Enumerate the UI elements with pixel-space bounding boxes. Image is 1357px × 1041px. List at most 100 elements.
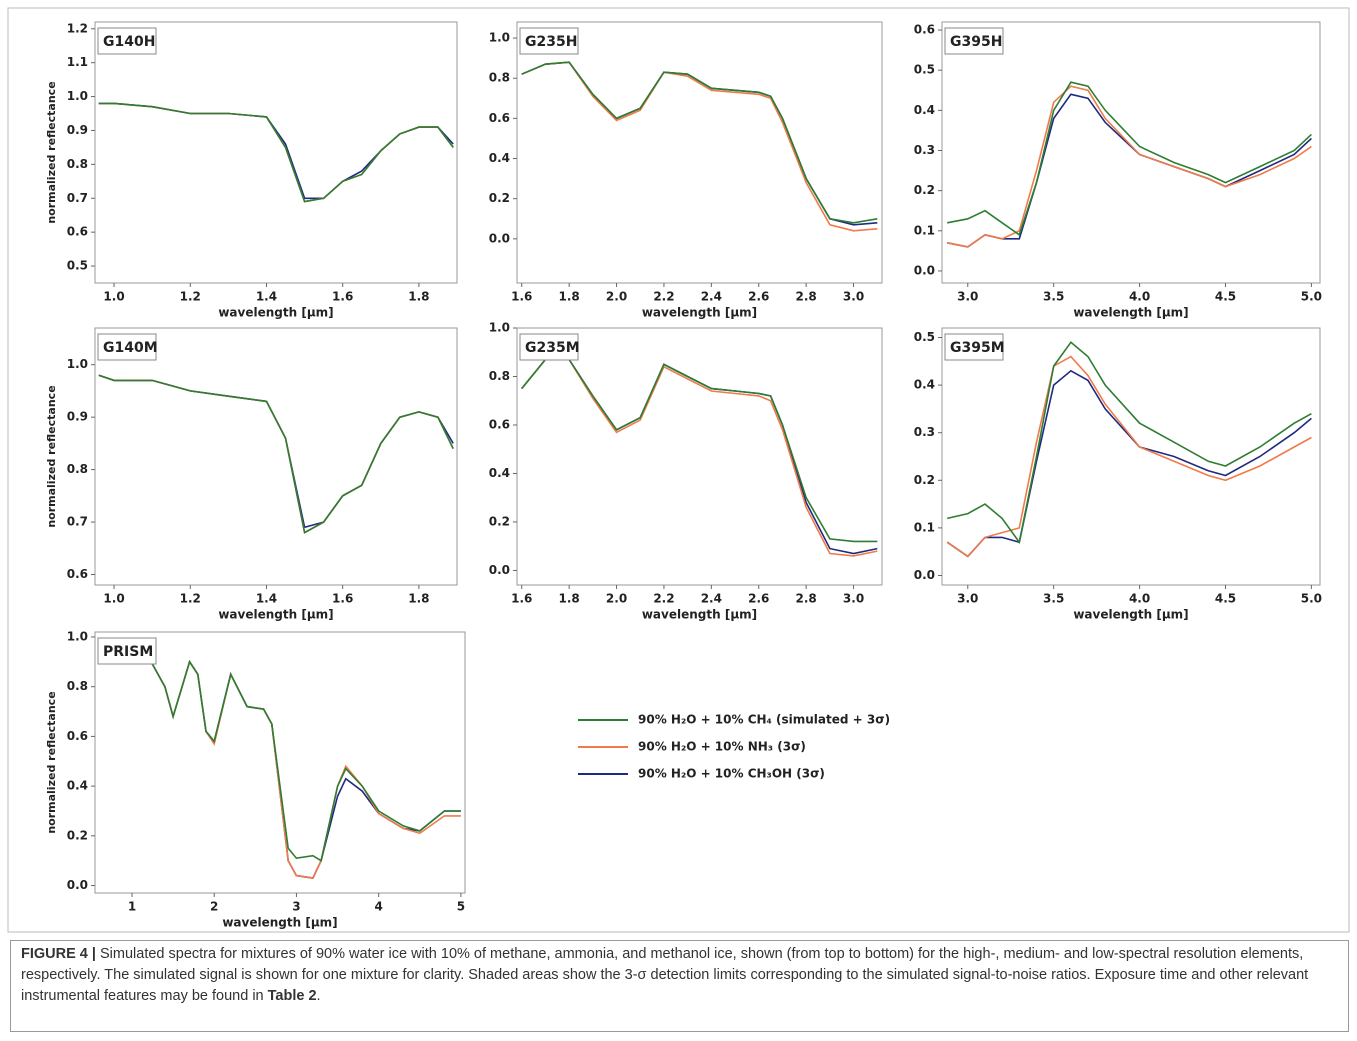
x-tick-label: 2.6 [748, 592, 769, 606]
panel-title: G235H [525, 34, 577, 50]
x-tick-label: 2.2 [653, 592, 674, 606]
plot-frame [94, 21, 458, 284]
panel-title: G395M [950, 340, 1005, 356]
y-tick-label: 0.4 [489, 151, 510, 165]
x-tick-label: 3.0 [843, 290, 864, 304]
y-tick-label: 0.4 [914, 103, 935, 117]
y-tick-label: 0.6 [914, 23, 935, 37]
x-tick-label: 1.6 [332, 592, 353, 606]
caption-ref: Table 2 [267, 988, 317, 1004]
y-tick-label: 0.0 [67, 878, 88, 892]
plot-frame [941, 327, 1321, 586]
panel-title: G395H [950, 34, 1002, 50]
x-tick-label: 1.4 [256, 592, 277, 606]
y-tick-label: 1.0 [67, 357, 88, 371]
y-tick-label: 0.1 [914, 223, 935, 237]
x-tick-label: 5 [457, 900, 465, 914]
y-tick-label: 0.8 [67, 679, 88, 693]
y-tick-label: 1.0 [489, 31, 510, 45]
x-tick-label: 3.0 [843, 592, 864, 606]
x-tick-label: 1.6 [511, 290, 532, 304]
y-tick-label: 0.6 [67, 729, 88, 743]
series-line [98, 643, 461, 862]
plot-lines [98, 374, 454, 534]
x-axis-label: wavelength [μm] [1073, 608, 1188, 622]
y-tick-label: 1.0 [67, 89, 88, 103]
panel-title: G140M [103, 340, 158, 356]
title-box [519, 333, 579, 361]
x-tick-label: 4.0 [1129, 290, 1150, 304]
x-tick-label: 5.0 [1301, 290, 1322, 304]
y-tick-label: 1.2 [67, 21, 88, 35]
y-tick-label: 0.3 [914, 143, 935, 157]
y-tick-label: 0.2 [914, 183, 935, 197]
x-tick-label: 3.0 [957, 290, 978, 304]
y-tick-label: 0.7 [67, 515, 88, 529]
caption-label: FIGURE 4 | [21, 946, 96, 962]
y-tick-label: 0.9 [67, 123, 88, 137]
x-tick-label: 4.5 [1215, 290, 1236, 304]
series-line [521, 61, 878, 224]
y-tick-label: 0.0 [489, 231, 510, 245]
plot-lines [98, 643, 461, 879]
y-tick-label: 0.5 [914, 330, 935, 344]
y-tick-label: 0.2 [67, 828, 88, 842]
y-tick-label: 1.0 [67, 629, 88, 643]
title-box [519, 27, 579, 55]
x-axis-label: wavelength [μm] [642, 306, 757, 320]
x-tick-label: 2.0 [606, 592, 627, 606]
x-tick-label: 2.4 [701, 290, 722, 304]
x-tick-label: 2.6 [748, 290, 769, 304]
y-tick-label: 0.9 [67, 410, 88, 424]
caption-end: . [316, 988, 321, 1004]
x-tick-label: 5.0 [1301, 592, 1322, 606]
x-axis-label: wavelength [μm] [642, 608, 757, 622]
figure-frame [7, 7, 1350, 933]
y-axis-label: normalized reflectance [45, 691, 58, 833]
series-line [947, 341, 1312, 545]
x-tick-label: 3.5 [1043, 290, 1064, 304]
y-tick-label: 1.0 [489, 321, 510, 335]
y-tick-label: 0.5 [67, 259, 88, 273]
y-tick-label: 0.2 [489, 514, 510, 528]
legend-label: 90% H₂O + 10% CH₄ (simulated + 3σ) [638, 713, 890, 727]
series-line [947, 81, 1312, 237]
title-box [97, 333, 157, 361]
x-tick-label: 1.8 [408, 592, 429, 606]
legend-label: 90% H₂O + 10% NH₃ (3σ) [638, 740, 806, 754]
series-line [946, 369, 1312, 558]
x-tick-label: 2.0 [606, 290, 627, 304]
plot-frame [94, 327, 458, 586]
y-tick-label: 0.4 [914, 378, 935, 392]
y-tick-label: 0.5 [914, 63, 935, 77]
x-tick-label: 1.6 [511, 592, 532, 606]
y-tick-label: 0.4 [489, 466, 510, 480]
panel-title: PRISM [103, 644, 153, 660]
plot-lines [98, 102, 454, 203]
y-tick-label: 0.6 [67, 567, 88, 581]
y-tick-label: 0.8 [67, 462, 88, 476]
plot-frame [516, 21, 883, 284]
panel-title: G140H [103, 34, 155, 50]
panel-title: G235M [525, 340, 580, 356]
x-tick-label: 2.8 [796, 290, 817, 304]
y-axis-label: normalized reflectance [45, 81, 58, 223]
x-tick-label: 1.2 [180, 592, 201, 606]
x-axis-label: wavelength [μm] [222, 916, 337, 930]
x-tick-label: 1.8 [408, 290, 429, 304]
plot-lines [946, 341, 1312, 558]
x-axis-label: wavelength [μm] [218, 306, 333, 320]
x-tick-label: 2.4 [701, 592, 722, 606]
series-line [521, 358, 878, 543]
x-tick-label: 4.0 [1129, 592, 1150, 606]
y-tick-label: 0.8 [489, 369, 510, 383]
x-tick-label: 1.8 [559, 592, 580, 606]
y-tick-label: 1.1 [67, 55, 88, 69]
y-tick-label: 0.0 [489, 563, 510, 577]
plot-lines [521, 358, 878, 557]
x-tick-label: 1.6 [332, 290, 353, 304]
x-tick-label: 1.2 [180, 290, 201, 304]
x-tick-label: 3 [292, 900, 300, 914]
x-tick-label: 1.0 [103, 592, 124, 606]
